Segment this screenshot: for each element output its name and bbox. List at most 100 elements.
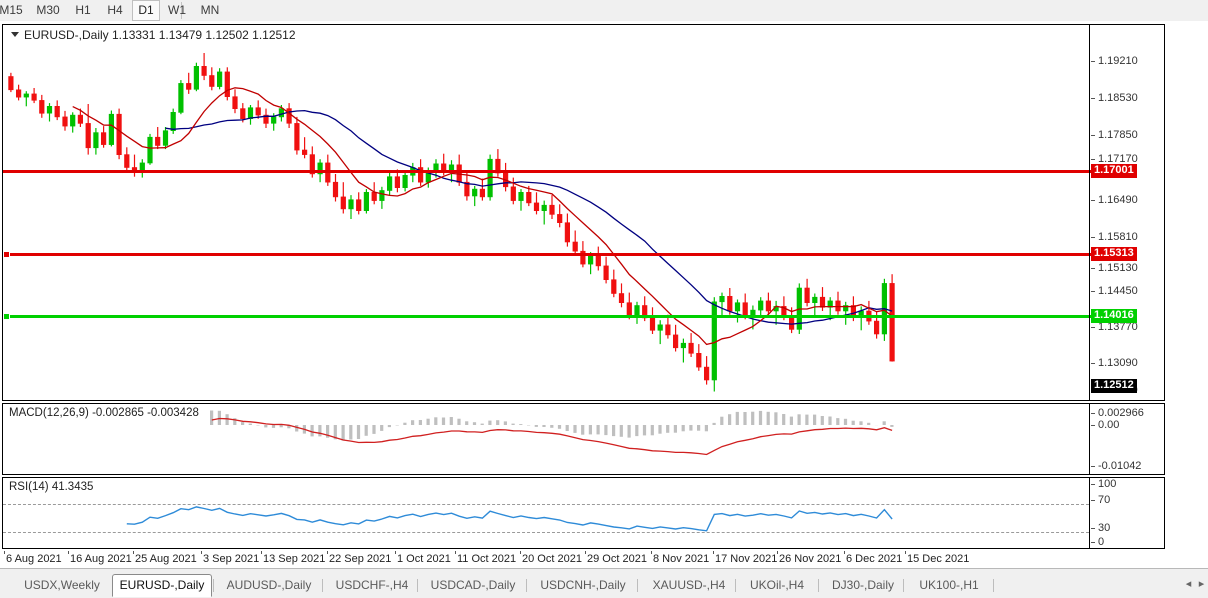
date-tick xyxy=(520,551,521,554)
timeframe-w1[interactable]: W1 xyxy=(162,0,192,21)
date-label: 22 Sep 2021 xyxy=(329,553,391,565)
date-tick xyxy=(261,551,262,554)
chart-tab-uk100h1[interactable]: UK100-,H1 xyxy=(908,574,990,597)
rsi-tick: 70 xyxy=(1098,495,1110,506)
level-tag-resistance-upper[interactable]: 1.17001 xyxy=(1091,164,1137,178)
date-tick xyxy=(713,551,714,554)
tab-separator xyxy=(993,579,994,592)
level-line-resistance-lower[interactable] xyxy=(3,253,1091,256)
date-tick xyxy=(395,551,396,554)
date-label: 13 Sep 2021 xyxy=(263,553,325,565)
macd-tick: -0.01042 xyxy=(1098,461,1141,472)
date-label: 6 Dec 2021 xyxy=(846,553,902,565)
tab-separator xyxy=(735,579,736,592)
candlestick-chart xyxy=(3,25,1091,400)
date-label: 16 Aug 2021 xyxy=(70,553,132,565)
chart-tab-usdcaddaily[interactable]: USDCAD-,Daily xyxy=(421,574,525,597)
date-tick xyxy=(844,551,845,554)
chart-tab-usdchfh4[interactable]: USDCHF-,H4 xyxy=(327,574,417,597)
price-chart-pane[interactable]: EURUSD-,Daily 1.13331 1.13479 1.12502 1.… xyxy=(2,24,1165,401)
timeframe-d1[interactable]: D1 xyxy=(132,0,160,21)
date-tick xyxy=(455,551,456,554)
chart-tab-ukoilh4[interactable]: UKOil-,H4 xyxy=(738,574,816,597)
tab-separator xyxy=(417,579,418,592)
date-tick xyxy=(4,551,5,554)
date-label: 17 Nov 2021 xyxy=(715,553,777,565)
rsi-chart xyxy=(3,478,1091,548)
price-tick: 1.16490 xyxy=(1098,195,1138,206)
date-label: 6 Aug 2021 xyxy=(6,553,62,565)
tab-separator xyxy=(322,579,323,592)
date-label: 15 Dec 2021 xyxy=(907,553,969,565)
price-tick: 1.19210 xyxy=(1098,56,1138,67)
chart-tab-dj30daily[interactable]: DJ30-,Daily xyxy=(821,574,905,597)
tab-scroll-left-icon[interactable]: ◂ xyxy=(1183,578,1194,591)
tab-scroll-right-icon[interactable]: ▸ xyxy=(1196,578,1207,591)
timeframe-mn[interactable]: MN xyxy=(194,0,226,21)
macd-tick: 0.00 xyxy=(1098,420,1119,431)
price-tick: 1.13090 xyxy=(1098,358,1138,369)
tab-separator xyxy=(818,579,819,592)
chart-tab-usdcnhdaily[interactable]: USDCNH-,Daily xyxy=(530,574,636,597)
date-tick xyxy=(651,551,652,554)
tab-separator xyxy=(213,579,214,592)
date-label: 3 Sep 2021 xyxy=(203,553,259,565)
chart-tab-audusddaily[interactable]: AUDUSD-,Daily xyxy=(217,574,321,597)
rsi-tick: 100 xyxy=(1098,479,1116,490)
price-plot-region[interactable] xyxy=(3,25,1164,400)
date-tick xyxy=(585,551,586,554)
timeframe-m15[interactable]: M15 xyxy=(0,0,28,21)
date-tick xyxy=(133,551,134,554)
rsi-tick: 30 xyxy=(1098,523,1110,534)
date-tick xyxy=(201,551,202,554)
chart-tab-eurusddaily[interactable]: EURUSD-,Daily xyxy=(112,574,212,597)
price-tick: 1.13770 xyxy=(1098,322,1138,333)
date-label: 8 Nov 2021 xyxy=(653,553,709,565)
level-tag-resistance-lower[interactable]: 1.15313 xyxy=(1091,247,1137,261)
timeframe-h4[interactable]: H4 xyxy=(100,0,130,21)
date-label: 11 Oct 2021 xyxy=(457,553,516,565)
date-label: 1 Oct 2021 xyxy=(397,553,451,565)
chart-tab-usdxweekly[interactable]: USDX,Weekly xyxy=(14,574,110,597)
level-line-resistance-upper[interactable] xyxy=(3,170,1091,173)
macd-pane[interactable]: MACD(12,26,9) -0.002865 -0.003428 0.0029… xyxy=(2,403,1165,475)
date-tick xyxy=(68,551,69,554)
date-tick xyxy=(327,551,328,554)
tab-separator xyxy=(526,579,527,592)
chart-menu-caret-icon[interactable] xyxy=(11,32,19,37)
rsi-plot-region[interactable] xyxy=(3,478,1164,548)
tab-separator xyxy=(637,579,638,592)
chart-tab-xauusdh4[interactable]: XAUUSD-,H4 xyxy=(643,574,735,597)
date-label: 20 Oct 2021 xyxy=(522,553,582,565)
price-header-text: EURUSD-,Daily 1.13331 1.13479 1.12502 1.… xyxy=(24,28,296,42)
timeframe-m30[interactable]: M30 xyxy=(30,0,66,21)
price-pane-header: EURUSD-,Daily 1.13331 1.13479 1.12502 1.… xyxy=(11,29,296,41)
price-tick: 1.14450 xyxy=(1098,286,1138,297)
rsi-guide-70 xyxy=(3,504,1089,505)
level-drag-handle[interactable] xyxy=(3,313,10,320)
current-price-tag: 1.12512 xyxy=(1091,379,1137,393)
price-tick: 1.15810 xyxy=(1098,232,1138,243)
rsi-tick: 0 xyxy=(1098,537,1104,548)
rsi-axis: 100 70 30 0 xyxy=(1089,478,1164,548)
date-tick xyxy=(905,551,906,554)
level-tag-support-green[interactable]: 1.14016 xyxy=(1091,309,1137,323)
macd-pane-header: MACD(12,26,9) -0.002865 -0.003428 xyxy=(9,407,199,419)
timeframe-h1[interactable]: H1 xyxy=(68,0,98,21)
level-drag-handle[interactable] xyxy=(3,251,10,258)
price-tick: 1.15130 xyxy=(1098,263,1138,274)
rsi-pane[interactable]: RSI(14) 41.3435 100 70 30 0 xyxy=(2,477,1165,549)
price-tick: 1.17850 xyxy=(1098,130,1138,141)
chart-area: EURUSD-,Daily 1.13331 1.13479 1.12502 1.… xyxy=(0,21,1208,568)
date-label: 25 Aug 2021 xyxy=(135,553,197,565)
level-line-support-green[interactable] xyxy=(3,315,1091,318)
rsi-guide-30 xyxy=(3,532,1089,533)
date-tick xyxy=(777,551,778,554)
price-tick: 1.18530 xyxy=(1098,93,1138,104)
rsi-pane-header: RSI(14) 41.3435 xyxy=(9,481,93,493)
